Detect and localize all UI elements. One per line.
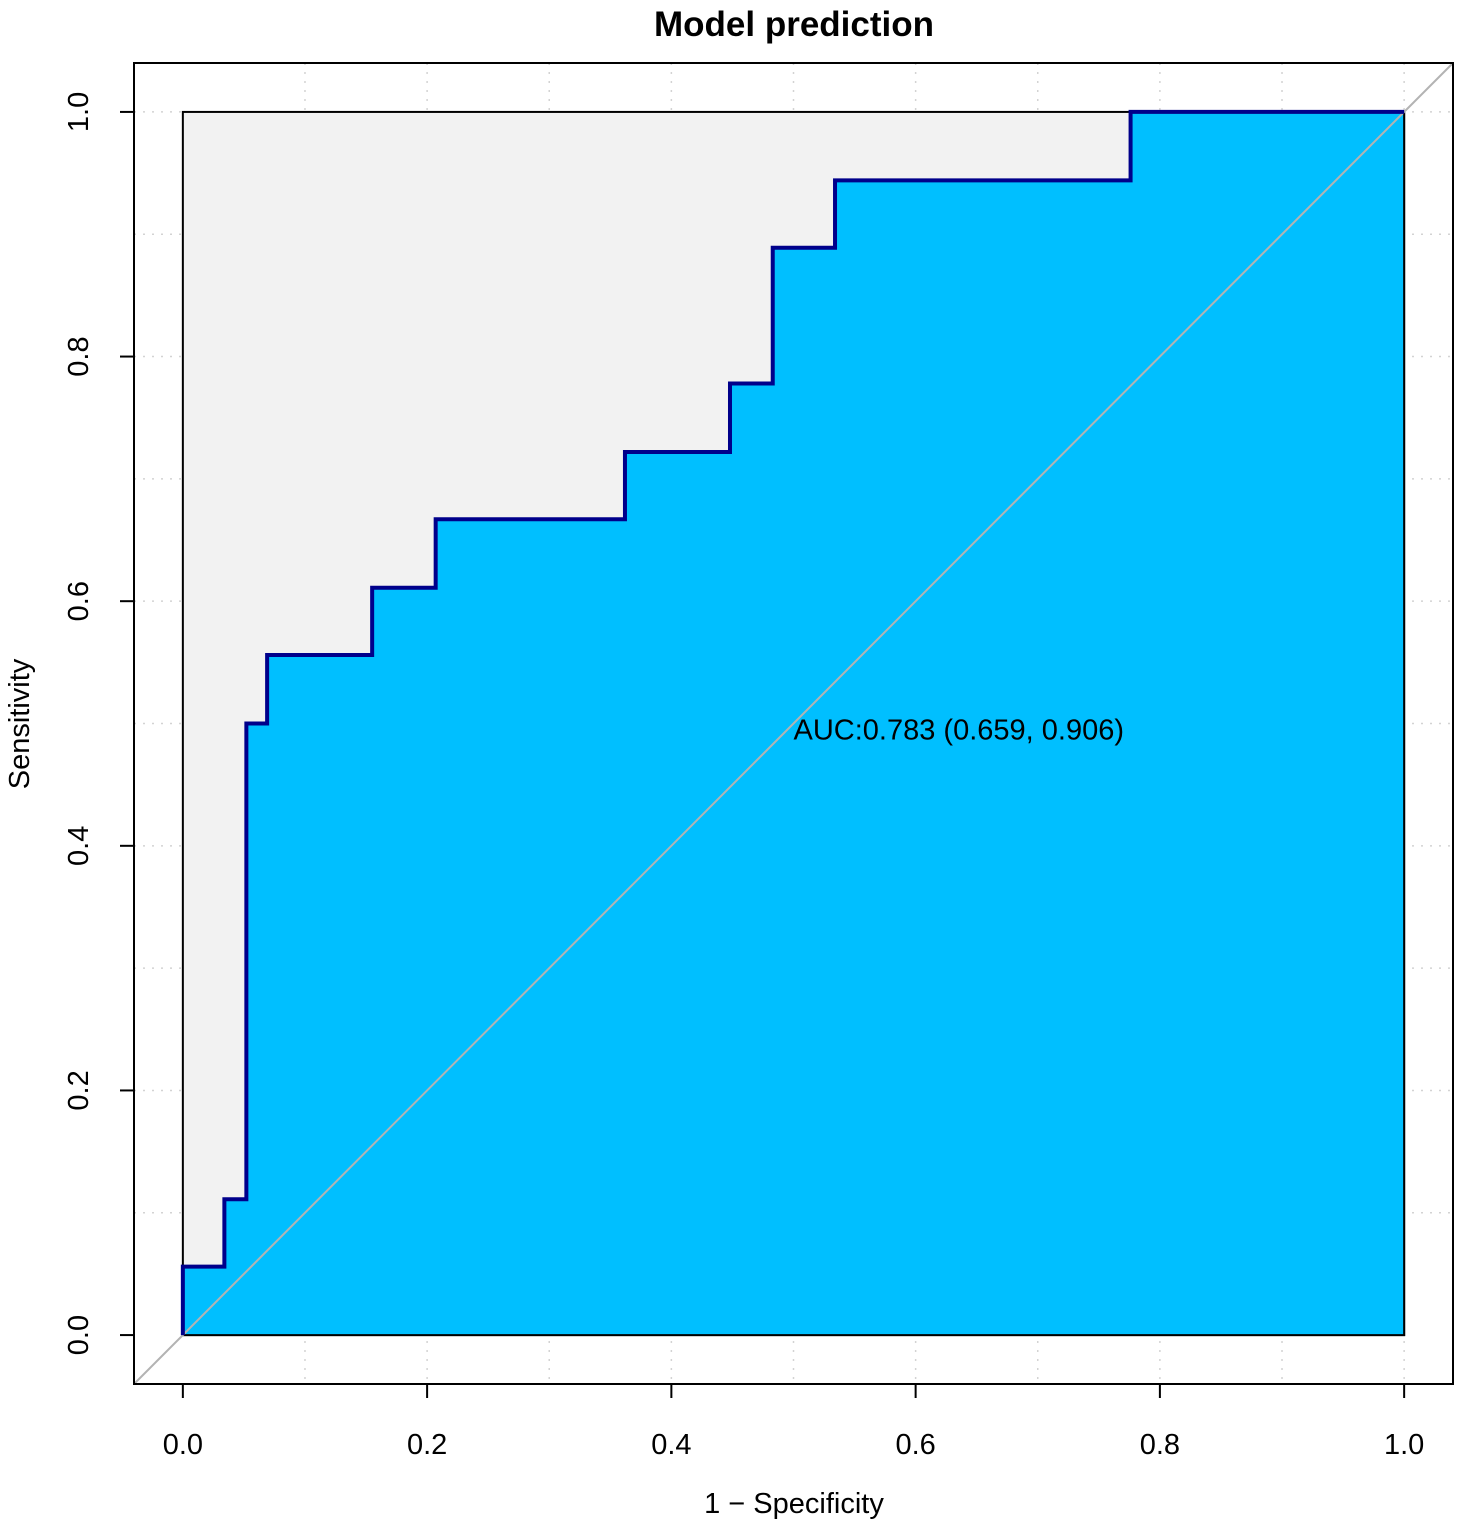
plot-area: 0.0 0.2 0.4 0.6 0.8 1.0 0.0 0.2 0.4 0.6 0.8 1.0 AUC:… <box>63 62 1454 1461</box>
auc-annotation: AUC:0.783 (0.659, 0.906) <box>794 714 1124 746</box>
x-tick-label: 0.4 <box>651 1429 691 1461</box>
y-tick-label: 0.4 <box>63 826 95 866</box>
chart-title: Model prediction <box>654 5 934 44</box>
y-tick-label: 1.0 <box>63 92 95 132</box>
x-tick-label: 1.0 <box>1384 1429 1424 1461</box>
x-tick-label: 0.8 <box>1140 1429 1180 1461</box>
x-tick-label: 0.0 <box>163 1429 203 1461</box>
x-tick-label: 0.6 <box>895 1429 935 1461</box>
x-tick-label: 0.2 <box>407 1429 447 1461</box>
y-tick-label: 0.8 <box>63 336 95 376</box>
y-tick-label: 0.2 <box>63 1070 95 1110</box>
roc-curve-line <box>180 109 1405 1336</box>
y-tick-label: 0.6 <box>63 581 95 621</box>
y-axis-label: Sensitivity <box>4 658 36 789</box>
y-tick-label: 0.0 <box>63 1315 95 1355</box>
x-axis-label: 1 − Specificity <box>704 1488 884 1520</box>
reference-diagonal-line <box>133 62 1454 1385</box>
